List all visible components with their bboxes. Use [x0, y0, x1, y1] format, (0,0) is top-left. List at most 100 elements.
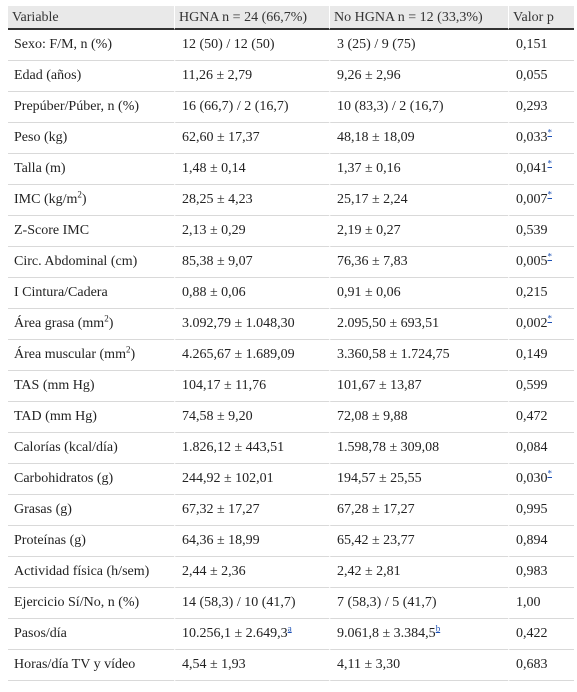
p-value-text: 0,002 [516, 316, 548, 331]
table-row: Actividad física (h/sem) 2,44 ± 2,36 2,42 … [8, 557, 574, 588]
p-value: 0,005* [508, 247, 574, 278]
footnote-link[interactable]: a [287, 623, 292, 634]
hgna-value: 104,17 ± 11,76 [174, 371, 329, 402]
table-body: Sexo: F/M, n (%) 12 (50) / 12 (50) 3 (25) … [8, 30, 574, 681]
superscript: 2 [77, 189, 82, 200]
footnote-link[interactable]: * [547, 127, 553, 138]
header-variable: Variable [8, 6, 174, 30]
hgna-value-text: 16 (66,7) / 2 (16,7) [182, 99, 289, 114]
no-hgna-value: 9.061,8 ± 3.384,5b [329, 619, 508, 650]
no-hgna-value: 3 (25) / 9 (75) [329, 30, 508, 61]
p-value: 0,002* [508, 309, 574, 340]
p-value: 0,293 [508, 92, 574, 123]
no-hgna-value-text: 3 (25) / 9 (75) [337, 37, 416, 52]
hgna-value: 2,13 ± 0,29 [174, 216, 329, 247]
row-label-text: Área muscular (mm [14, 347, 126, 362]
hgna-value-text: 11,26 ± 2,79 [182, 68, 253, 83]
row-label-text: Pasos/día [14, 626, 67, 641]
table-row: Peso (kg) 62,60 ± 17,37 48,18 ± 18,09 0,033… [8, 123, 574, 154]
table-row: Área grasa (mm2) 3.092,79 ± 1.048,30 2.095… [8, 309, 574, 340]
p-value: 0,995 [508, 495, 574, 526]
table-row: Talla (m) 1,48 ± 0,14 1,37 ± 0,16 0,041* [8, 154, 574, 185]
row-label: Sexo: F/M, n (%) [8, 30, 174, 61]
row-label: Talla (m) [8, 154, 174, 185]
no-hgna-value-text: 7 (58,3) / 5 (41,7) [337, 595, 437, 610]
p-value-text: 0,149 [516, 347, 548, 362]
no-hgna-value-text: 194,57 ± 25,55 [337, 471, 422, 486]
table-row: Proteínas (g) 64,36 ± 18,99 65,42 ± 23,77 0… [8, 526, 574, 557]
footnote-link[interactable]: * [547, 313, 553, 324]
no-hgna-value: 72,08 ± 9,88 [329, 402, 508, 433]
p-value: 1,00 [508, 588, 574, 619]
no-hgna-value: 48,18 ± 18,09 [329, 123, 508, 154]
footnote-link[interactable]: b [435, 623, 441, 634]
row-label: Actividad física (h/sem) [8, 557, 174, 588]
table-row: Horas/día TV y vídeo 4,54 ± 1,93 4,11 ± 3,… [8, 650, 574, 681]
row-label-text: Proteínas (g) [14, 533, 86, 548]
no-hgna-value-text: 2,19 ± 0,27 [337, 223, 401, 238]
row-label-text: Actividad física (h/sem) [14, 564, 150, 579]
no-hgna-value: 25,17 ± 2,24 [329, 185, 508, 216]
table-row: Prepúber/Púber, n (%) 16 (66,7) / 2 (16,7… [8, 92, 574, 123]
p-value-text: 0,030 [516, 471, 548, 486]
no-hgna-value-text: 0,91 ± 0,06 [337, 285, 401, 300]
hgna-value: 11,26 ± 2,79 [174, 61, 329, 92]
no-hgna-value: 9,26 ± 2,96 [329, 61, 508, 92]
p-value-text: 0,983 [516, 564, 548, 579]
hgna-value-text: 0,88 ± 0,06 [182, 285, 246, 300]
p-value-text: 0,293 [516, 99, 548, 114]
hgna-value-text: 64,36 ± 18,99 [182, 533, 260, 548]
row-label-text: Talla (m) [14, 161, 66, 176]
footnote-link[interactable]: * [547, 158, 553, 169]
row-label-text: Peso (kg) [14, 130, 68, 145]
hgna-value: 3.092,79 ± 1.048,30 [174, 309, 329, 340]
footnote-link[interactable]: * [547, 251, 553, 262]
p-value: 0,599 [508, 371, 574, 402]
p-value: 0,894 [508, 526, 574, 557]
data-table: Variable HGNA n = 24 (66,7%) No HGNA n =… [8, 6, 574, 681]
no-hgna-value: 0,91 ± 0,06 [329, 278, 508, 309]
hgna-value: 62,60 ± 17,37 [174, 123, 329, 154]
p-value: 0,007* [508, 185, 574, 216]
row-label: Área grasa (mm2) [8, 309, 174, 340]
hgna-value-text: 74,58 ± 9,20 [182, 409, 253, 424]
p-value-text: 0,005 [516, 254, 548, 269]
header-p-value: Valor p [508, 6, 574, 30]
row-label-text: Grasas (g) [14, 502, 72, 517]
no-hgna-value: 10 (83,3) / 2 (16,7) [329, 92, 508, 123]
table-row: IMC (kg/m2) 28,25 ± 4,23 25,17 ± 2,24 0,007… [8, 185, 574, 216]
row-label: Prepúber/Púber, n (%) [8, 92, 174, 123]
p-value: 0,084 [508, 433, 574, 464]
row-label-text: IMC (kg/m [14, 192, 78, 207]
hgna-value: 1,48 ± 0,14 [174, 154, 329, 185]
row-label-text: Z-Score IMC [14, 223, 90, 238]
table-row: I Cintura/Cadera 0,88 ± 0,06 0,91 ± 0,06 0,… [8, 278, 574, 309]
hgna-value: 0,88 ± 0,06 [174, 278, 329, 309]
hgna-value-text: 85,38 ± 9,07 [182, 254, 253, 269]
row-label: Área muscular (mm2) [8, 340, 174, 371]
hgna-value-text: 4.265,67 ± 1.689,09 [182, 347, 295, 362]
row-label: Z-Score IMC [8, 216, 174, 247]
p-value: 0,539 [508, 216, 574, 247]
footnote-link[interactable]: * [547, 468, 553, 479]
no-hgna-value: 65,42 ± 23,77 [329, 526, 508, 557]
hgna-value-text: 10.256,1 ± 2.649,3 [182, 626, 288, 641]
row-label-text: Circ. Abdominal (cm) [14, 254, 138, 269]
hgna-value-text: 104,17 ± 11,76 [182, 378, 267, 393]
row-label-text: Edad (años) [14, 68, 82, 83]
row-label: Pasos/día [8, 619, 174, 650]
row-label-text: TAS (mm Hg) [14, 378, 95, 393]
row-label-text: Calorías (kcal/día) [14, 440, 118, 455]
no-hgna-value: 2.095,50 ± 693,51 [329, 309, 508, 340]
no-hgna-value-text: 9.061,8 ± 3.384,5 [337, 626, 436, 641]
table-row: TAD (mm Hg) 74,58 ± 9,20 72,08 ± 9,88 0,472 [8, 402, 574, 433]
no-hgna-value: 194,57 ± 25,55 [329, 464, 508, 495]
table-row: Área muscular (mm2) 4.265,67 ± 1.689,09 3.… [8, 340, 574, 371]
hgna-value: 2,44 ± 2,36 [174, 557, 329, 588]
no-hgna-value: 1.598,78 ± 309,08 [329, 433, 508, 464]
row-label-tail: ) [81, 192, 87, 207]
superscript: 2 [104, 313, 109, 324]
no-hgna-value-text: 72,08 ± 9,88 [337, 409, 408, 424]
no-hgna-value-text: 1.598,78 ± 309,08 [337, 440, 440, 455]
footnote-link[interactable]: * [547, 189, 553, 200]
